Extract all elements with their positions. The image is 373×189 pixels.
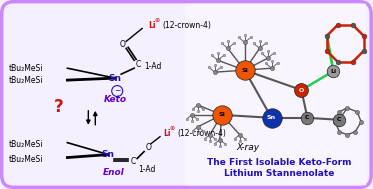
FancyBboxPatch shape [2, 2, 371, 187]
Text: ?: ? [54, 98, 63, 116]
Text: tBu₂MeSi: tBu₂MeSi [9, 64, 43, 73]
Text: Lithium Stannenolate: Lithium Stannenolate [224, 169, 335, 178]
Text: ⊕: ⊕ [169, 126, 175, 131]
Text: Enol: Enol [102, 168, 124, 177]
Text: (12-crown-4): (12-crown-4) [162, 21, 211, 30]
Text: Li: Li [148, 21, 156, 30]
Text: Sn: Sn [267, 115, 276, 120]
Text: Keto: Keto [104, 95, 127, 105]
Text: tBu₂MeSi: tBu₂MeSi [9, 155, 43, 164]
Text: −: − [114, 87, 120, 95]
Text: ⊕: ⊕ [154, 18, 160, 23]
Text: C: C [135, 60, 141, 69]
Text: O: O [145, 143, 151, 152]
Text: C: C [337, 117, 342, 122]
Text: O: O [299, 88, 304, 93]
Text: Sn: Sn [109, 74, 122, 83]
Text: Si: Si [218, 112, 225, 117]
Text: tBu₂MeSi: tBu₂MeSi [9, 76, 43, 85]
FancyBboxPatch shape [185, 4, 366, 185]
Text: 1-Ad: 1-Ad [144, 62, 162, 71]
Text: Li: Li [163, 129, 170, 138]
Text: (12-crown-4): (12-crown-4) [177, 129, 226, 138]
Text: tBu₂MeSi: tBu₂MeSi [9, 140, 43, 149]
Text: 1-Ad: 1-Ad [138, 165, 156, 174]
Text: Si: Si [241, 68, 248, 73]
Text: Li: Li [330, 69, 336, 74]
Text: C: C [131, 157, 136, 166]
Text: X-ray: X-ray [236, 143, 259, 152]
Text: O: O [119, 40, 125, 49]
Text: Sn: Sn [102, 150, 115, 159]
Text: C: C [305, 115, 310, 120]
Text: The First Isolable Keto-Form: The First Isolable Keto-Form [207, 158, 352, 167]
